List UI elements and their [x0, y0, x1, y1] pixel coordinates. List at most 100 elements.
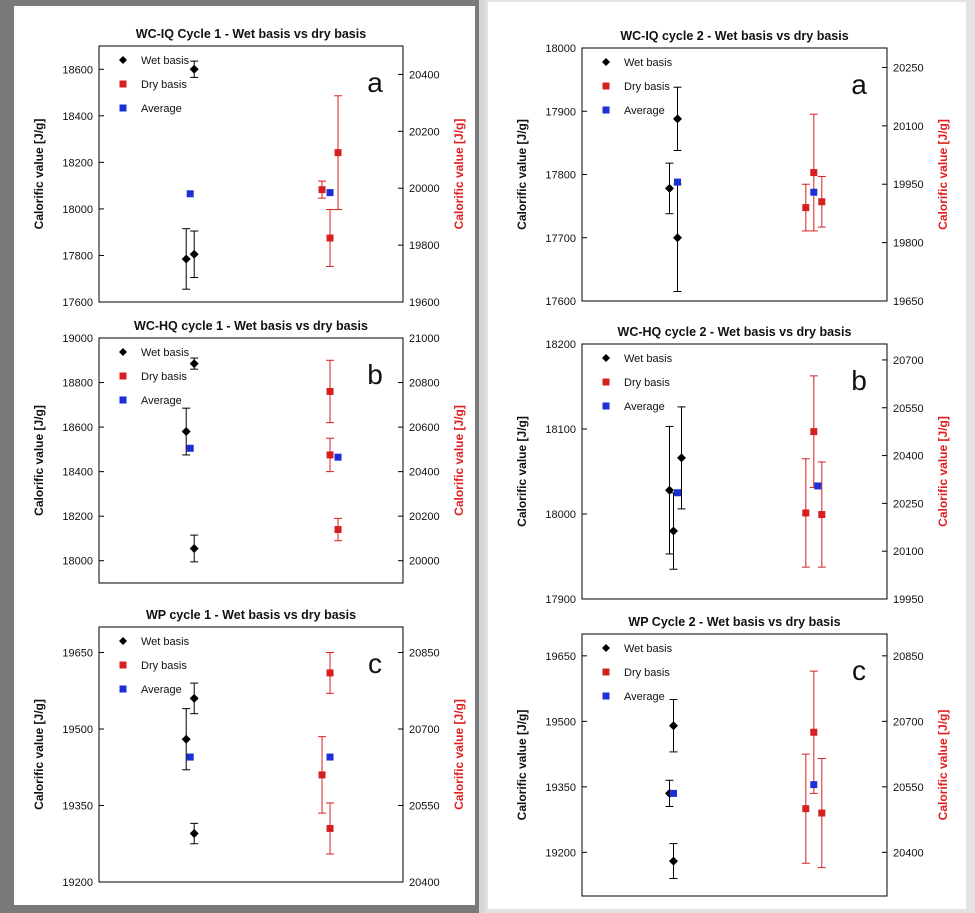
plot-frame — [98, 337, 404, 584]
left-tick-label: 17600 — [545, 296, 576, 308]
right-tick-label: 20700 — [893, 355, 924, 367]
right-tick-label: 19800 — [409, 240, 440, 252]
left-axis-label: Calorific value [J/g] — [32, 699, 46, 810]
panel-letter: b — [367, 359, 383, 390]
chart-wchq-cycle2: WC-HQ cycle 2 - Wet basis vs dry basis 17… — [515, 325, 950, 606]
right-tick-label: 19650 — [893, 296, 924, 308]
left-tick-label: 19500 — [62, 724, 93, 736]
left-tick-label: 17800 — [545, 170, 576, 182]
legend-marker-average — [602, 402, 610, 410]
data-point-wet — [669, 721, 678, 731]
left-tick-label: 18800 — [62, 378, 93, 390]
data-point-dry — [810, 728, 818, 736]
data-point-wet — [665, 485, 674, 495]
data-point-dry — [326, 451, 334, 459]
legend-marker-dry — [602, 82, 610, 90]
right-tick-label: 19600 — [409, 297, 440, 309]
left-tick-label: 18200 — [62, 511, 93, 523]
right-tick-label: 20550 — [409, 801, 440, 813]
data-point-wet — [677, 453, 686, 463]
right-tick-label: 20200 — [409, 126, 440, 138]
right-tick-label: 20250 — [893, 62, 924, 74]
data-point-wet — [189, 249, 199, 259]
data-point-average — [670, 789, 677, 797]
left-tick-label: 18400 — [62, 111, 93, 123]
left-tick-label: 19350 — [545, 782, 576, 794]
data-point-dry — [802, 204, 810, 212]
legend-marker-wet — [602, 644, 610, 652]
chart-wp-cycle1: WP cycle 1 - Wet basis vs dry basis 19200… — [32, 608, 466, 889]
data-point-average — [814, 482, 822, 490]
right-tick-label: 20400 — [893, 847, 924, 859]
legend-label: Wet basis — [141, 347, 190, 359]
panel-letter: a — [851, 69, 867, 100]
legend-label: Dry basis — [624, 667, 670, 679]
legend-label: Average — [624, 401, 665, 413]
left-tick-label: 18000 — [62, 204, 93, 216]
data-point-dry — [334, 526, 342, 534]
data-point-wet — [181, 254, 191, 264]
right-axis-label: Calorific value [J/g] — [936, 416, 950, 527]
chart-wciq-cycle2: WC-IQ cycle 2 - Wet basis vs dry basis 17… — [515, 29, 950, 308]
right-axis-label: Calorific value [J/g] — [936, 119, 950, 230]
data-point-dry — [326, 387, 334, 395]
legend-label: Dry basis — [624, 81, 670, 93]
left-tick-label: 18100 — [545, 424, 576, 436]
data-point-average — [674, 178, 681, 186]
right-tick-label: 20400 — [893, 451, 924, 463]
left-tick-label: 17700 — [545, 233, 576, 245]
legend-label: Average — [624, 691, 665, 703]
panel-letter: b — [851, 365, 867, 396]
legend-marker-wet — [119, 348, 127, 356]
left-tick-label: 18600 — [62, 422, 93, 434]
panel-letter: c — [368, 648, 382, 679]
left-tick-label: 19500 — [545, 716, 576, 728]
right-tick-label: 20100 — [893, 546, 924, 558]
data-point-dry — [810, 428, 818, 436]
plot-frame — [581, 633, 888, 897]
plot-frame — [98, 626, 404, 883]
left-tick-label: 18000 — [545, 43, 576, 55]
data-point-dry — [318, 186, 326, 194]
left-tick-label: 18200 — [62, 157, 93, 169]
data-point-average — [326, 189, 334, 197]
chart-title: WP cycle 1 - Wet basis vs dry basis — [146, 608, 356, 622]
legend-label: Average — [141, 684, 182, 696]
right-tick-label: 20550 — [893, 782, 924, 794]
right-axis-label: Calorific value [J/g] — [452, 119, 466, 230]
left-axis-label: Calorific value [J/g] — [515, 416, 529, 527]
data-point-wet — [189, 829, 199, 839]
legend-marker-average — [119, 685, 127, 693]
data-point-wet — [189, 359, 199, 369]
legend-marker-average — [119, 104, 127, 112]
legend-label: Average — [141, 395, 182, 407]
legend-marker-wet — [602, 354, 610, 362]
right-axis-label: Calorific value [J/g] — [452, 699, 466, 810]
legend-marker-average — [119, 396, 127, 404]
data-point-average — [810, 188, 818, 196]
right-tick-label: 20200 — [409, 511, 440, 523]
data-point-dry — [326, 669, 334, 677]
left-tick-label: 19650 — [545, 651, 576, 663]
data-point-average — [186, 190, 194, 198]
right-tick-label: 20700 — [409, 724, 440, 736]
data-point-wet — [669, 856, 678, 866]
data-point-dry — [810, 169, 818, 177]
right-tick-label: 20850 — [409, 648, 440, 660]
data-point-wet — [189, 543, 199, 553]
right-tick-label: 20800 — [409, 378, 440, 390]
legend-marker-wet — [119, 637, 127, 645]
chart-wchq-cycle1: WC-HQ cycle 1 - Wet basis vs dry basis 18… — [32, 319, 466, 584]
data-point-average — [326, 753, 334, 761]
left-tick-label: 17900 — [545, 106, 576, 118]
chart-title: WC-HQ cycle 2 - Wet basis vs dry basis — [618, 325, 852, 339]
legend-label: Dry basis — [141, 371, 187, 383]
chart-title: WC-IQ cycle 2 - Wet basis vs dry basis — [620, 29, 848, 43]
left-figure-column — [14, 6, 475, 905]
right-tick-label: 20550 — [893, 403, 924, 415]
left-tick-label: 19200 — [545, 847, 576, 859]
legend-marker-average — [602, 692, 610, 700]
legend-label: Wet basis — [141, 636, 190, 648]
legend-marker-dry — [602, 668, 610, 676]
legend-label: Dry basis — [141, 79, 187, 91]
